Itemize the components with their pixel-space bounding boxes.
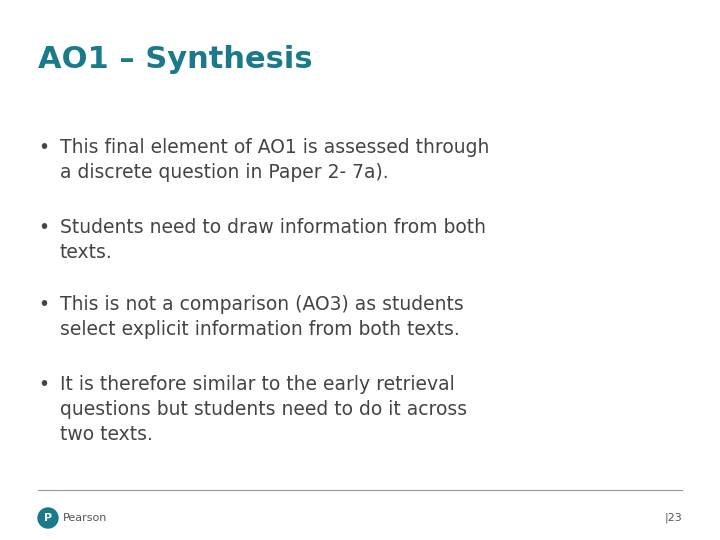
Text: This is not a comparison (AO3) as students
select explicit information from both: This is not a comparison (AO3) as studen…: [60, 295, 464, 339]
Text: Pearson: Pearson: [63, 513, 107, 523]
Circle shape: [38, 508, 58, 528]
Text: •: •: [38, 218, 49, 237]
Text: P: P: [44, 513, 52, 523]
Text: •: •: [38, 295, 49, 314]
Text: It is therefore similar to the early retrieval
questions but students need to do: It is therefore similar to the early ret…: [60, 375, 467, 444]
Text: •: •: [38, 375, 49, 394]
Text: •: •: [38, 138, 49, 157]
Text: AO1 – Synthesis: AO1 – Synthesis: [38, 45, 312, 74]
Text: Students need to draw information from both
texts.: Students need to draw information from b…: [60, 218, 486, 262]
Text: This final element of AO1 is assessed through
a discrete question in Paper 2- 7a: This final element of AO1 is assessed th…: [60, 138, 490, 182]
Text: |23: |23: [665, 513, 682, 523]
